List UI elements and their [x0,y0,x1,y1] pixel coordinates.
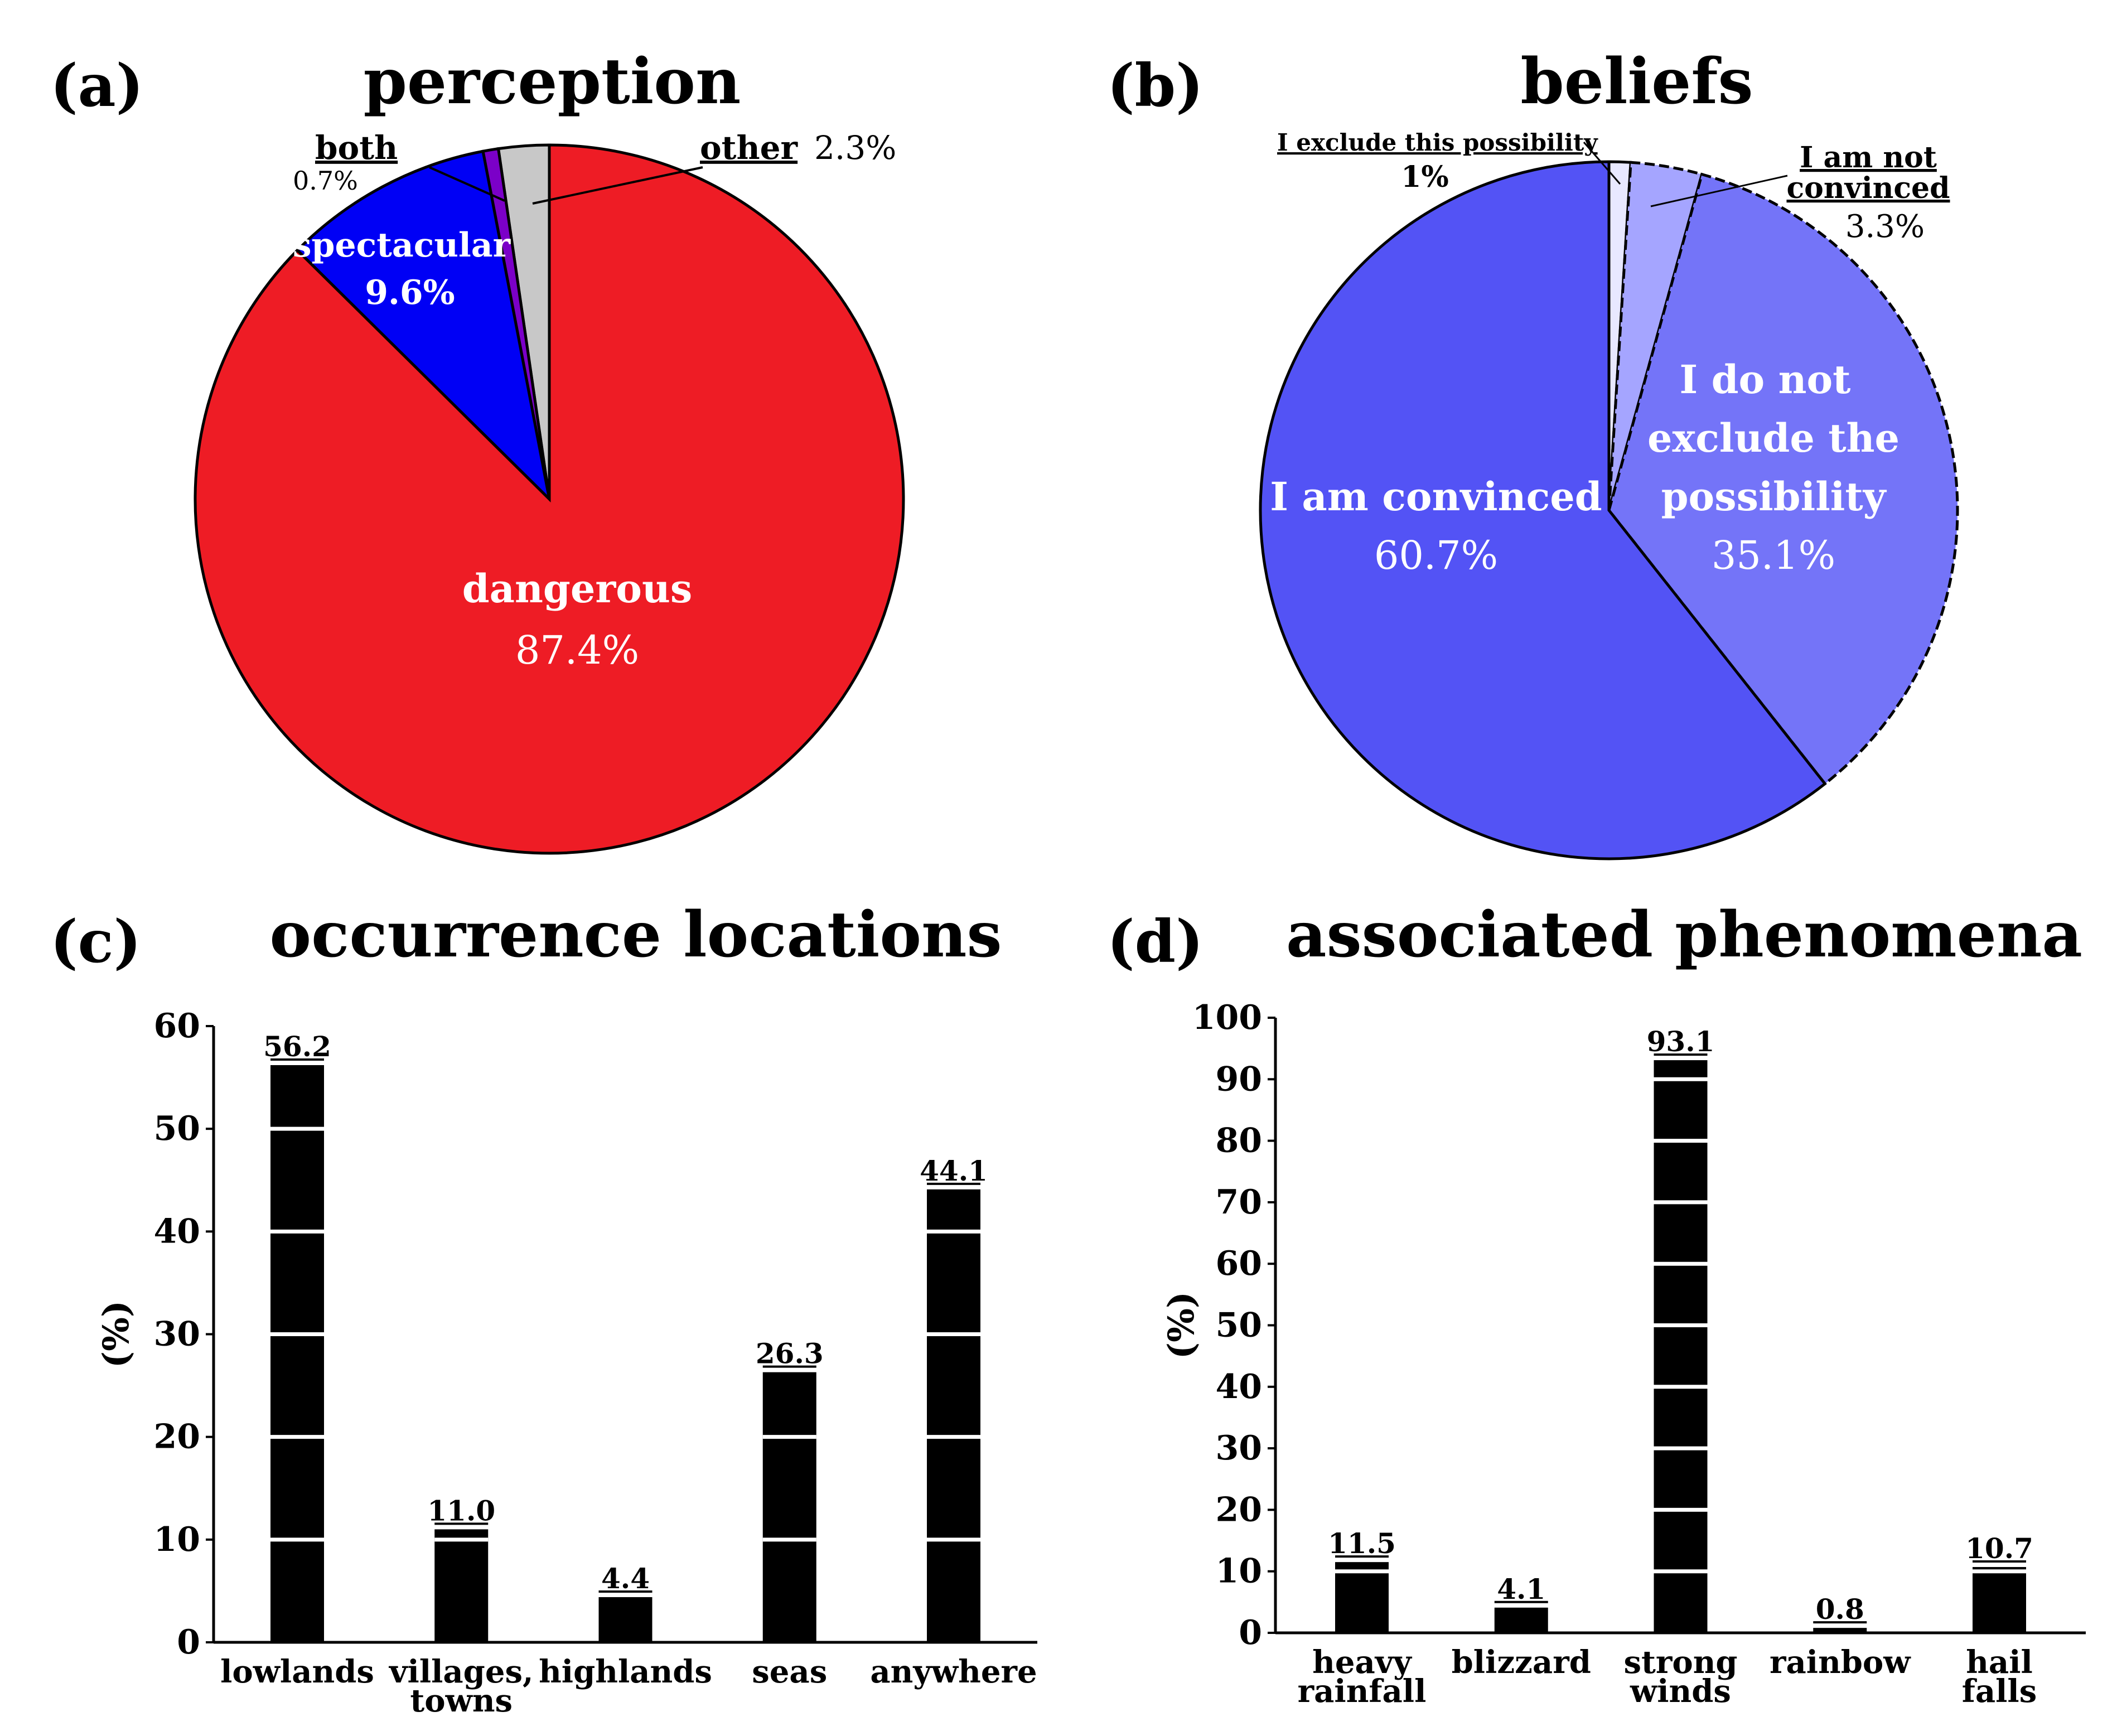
panel-b-beliefs-pie: (b) beliefs I exclude this possibility 1… [1107,45,1959,860]
y-tick-label: 80 [1216,1121,1263,1160]
panel-d-label: (d) [1107,907,1204,976]
y-tick-label: 10 [154,1520,201,1559]
bar-seas [762,1372,816,1642]
slice-label-convinced: I am convinced [1270,473,1602,520]
bar-value-label: 4.1 [1497,1573,1545,1606]
slice-value-other: 2.3% [814,129,896,167]
y-tick-label: 50 [154,1109,201,1148]
panel-a-perception-pie: (a) perception dangerous 87.4% spectacul… [50,45,905,855]
x-category-label: blizzard [1452,1644,1591,1681]
panel-b-label: (b) [1107,51,1204,120]
slice-label-dangerous: dangerous [462,565,693,612]
y-tick-label: 70 [1216,1183,1263,1222]
y-tick-label: 90 [1216,1060,1263,1099]
bar-villages-towns [434,1529,489,1642]
x-category-label: hail [1966,1644,2033,1681]
y-tick-label: 20 [154,1418,201,1457]
panel-d-title: associated phenomena [1286,898,2082,971]
slice-value-spectacular: 9.6% [365,273,455,312]
slice-value-convinced: 60.7% [1374,533,1498,578]
bar-lowlands [270,1065,324,1642]
slice-value-exclude: 1% [1401,160,1449,194]
x-category-label: strong [1623,1644,1737,1681]
slice-value-not-convinced: 3.3% [1845,209,1925,245]
panel-c-occurrence-bar: (c) occurrence locations 0 10 20 30 40 50 60 (%… [50,898,1037,1719]
slice-label-spectacular: spectacular [293,226,511,265]
x-category-label: rainbow [1770,1644,1911,1681]
x-category-label: villages, [388,1653,533,1690]
panel-c-title: occurrence locations [269,898,1002,971]
slice-label-exclude: I exclude this possibility [1277,129,1598,156]
y-tick-label: 100 [1192,998,1262,1037]
slice-value-dangerous: 87.4% [515,627,639,673]
x-category-label: falls [1962,1673,2037,1710]
y-tick-label: 30 [154,1315,201,1354]
pie-a-slices [194,143,905,855]
bars-d: 0 10 20 30 40 50 60 70 80 90 100 (%) 11.5 heavyrainfa… [1161,998,2086,1710]
bar-hail-falls [1973,1566,2026,1633]
panel-c-label: (c) [50,907,141,976]
x-category-label: heavy [1312,1644,1412,1681]
panel-a-label: (a) [50,51,143,120]
bar-heavy-rainfall [1335,1562,1389,1633]
y-tick-label: 10 [1216,1552,1263,1591]
bar-value-label: 0.8 [1816,1593,1864,1626]
bar-blizzard [1494,1607,1548,1633]
leader-line-not-convinced [1650,175,1788,207]
bar-value-label: 10.7 [1965,1532,2033,1565]
pie-slice-i-am-convinced [1259,160,1827,860]
panel-b-title: beliefs [1520,45,1753,118]
pie-slice-dangerous [194,143,905,855]
y-axis-label: (%) [1161,1292,1202,1359]
bar-value-label: 93.1 [1647,1025,1715,1058]
x-category-label: rainfall [1298,1673,1427,1710]
y-tick-label: 0 [1239,1613,1262,1652]
bar-value-label: 44.1 [920,1154,988,1187]
bar-anywhere [927,1189,980,1642]
y-tick-label: 50 [1216,1306,1263,1345]
y-tick-label: 60 [1216,1244,1263,1283]
pie-slice-spectacular [295,149,552,504]
bars-c: 0 10 20 30 40 50 60 (%) 56.2 lowlands 11.0 villages… [95,1007,1037,1719]
slice-label-not-exclude-line1: I do not [1679,356,1850,403]
slice-label-not-convinced-line2: convinced [1786,171,1950,205]
x-category-label: highlands [539,1653,712,1690]
slice-value-both: 0.7% [293,166,358,196]
bar-value-label: 26.3 [756,1337,824,1370]
y-tick-label: 20 [1216,1490,1263,1529]
bar-value-label: 56.2 [263,1030,331,1063]
bar-value-label: 11.0 [427,1494,495,1527]
x-category-label: towns [410,1682,513,1719]
slice-value-not-exclude: 35.1% [1712,533,1835,578]
slice-label-not-convinced-line1: I am not [1800,141,1937,175]
x-category-label: lowlands [220,1653,374,1690]
y-tick-label: 30 [1216,1429,1263,1468]
bar-rainbow [1813,1628,1867,1633]
leader-line-exclude [1583,142,1621,185]
y-tick-label: 0 [177,1623,200,1662]
x-category-label: winds [1630,1673,1731,1710]
leader-line-both [429,166,505,202]
slice-label-not-exclude-line3: possibility [1661,473,1887,520]
x-category-label: anywhere [870,1653,1037,1690]
bar-strong-winds [1654,1060,1708,1633]
slice-label-other: other [700,129,799,167]
bar-value-label: 11.5 [1328,1527,1396,1560]
bar-highlands [598,1597,652,1642]
y-tick-label: 60 [154,1007,201,1046]
pie-slice-i-do-not-exclude-the-possibility [1607,172,1959,786]
y-tick-label: 40 [1216,1367,1263,1406]
leader-line-other [532,166,703,205]
x-category-label: seas [752,1653,827,1690]
y-axis-label: (%) [95,1300,137,1368]
panel-d-phenomena-bar: (d) associated phenomena 0 10 20 30 40 50 60 70… [1107,898,2086,1710]
pie-b-slices [1259,160,1959,860]
slice-label-not-exclude-line2: exclude the [1647,415,1900,461]
slice-label-both: both [315,129,398,167]
panel-a-title: perception [364,45,741,118]
bar-value-label: 4.4 [601,1562,650,1595]
y-tick-label: 40 [154,1212,201,1251]
